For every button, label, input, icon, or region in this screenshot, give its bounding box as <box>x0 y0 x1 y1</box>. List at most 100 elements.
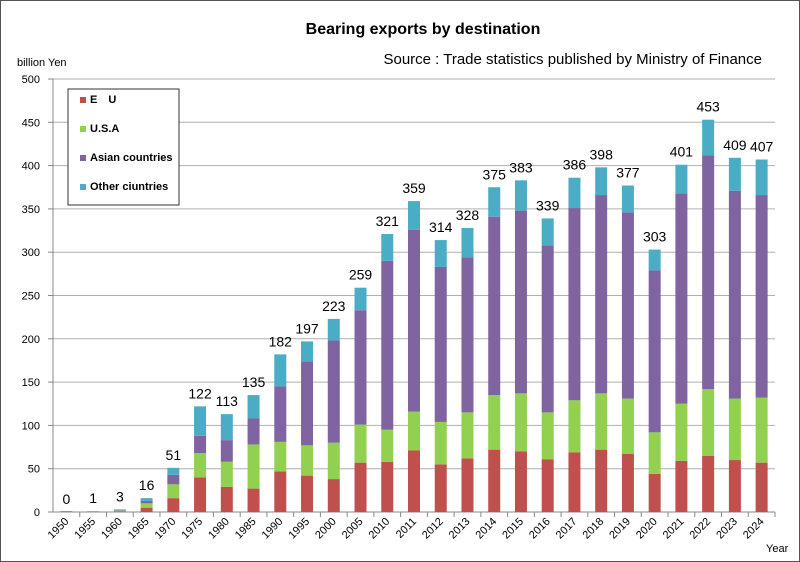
bar-segment <box>301 341 314 362</box>
bar-segment <box>702 155 715 390</box>
data-label: 339 <box>536 197 560 213</box>
legend: E U U.S.A Asian countries Other ciuntries <box>67 88 180 206</box>
bar-segment <box>648 270 661 433</box>
bar-segment <box>220 414 233 441</box>
chart-title: Bearing exports by destination <box>306 21 541 38</box>
y-tick-label: 100 <box>22 420 40 432</box>
x-tick-label: 2013 <box>447 516 473 542</box>
bar-segment <box>488 449 501 512</box>
data-label: 122 <box>188 385 212 401</box>
bar-segment <box>514 210 527 394</box>
bar-segment <box>381 260 394 430</box>
x-tick-label: 2011 <box>394 516 419 541</box>
legend-swatch <box>80 184 86 190</box>
legend-swatch <box>80 126 86 132</box>
bar-segment <box>140 498 153 501</box>
x-tick-label: 1960 <box>99 516 125 542</box>
bar-segment <box>541 245 554 413</box>
data-label: 182 <box>269 333 293 349</box>
y-tick-label: 350 <box>22 204 40 216</box>
x-tick-label: 2000 <box>313 516 339 542</box>
bar-segment <box>167 474 180 485</box>
bar-segment <box>220 461 233 487</box>
y-axis-label: billion Yen <box>17 57 67 69</box>
data-label: 398 <box>590 146 614 162</box>
x-tick-label: 2005 <box>340 516 366 542</box>
data-label: 401 <box>670 144 694 160</box>
bar-segment <box>621 185 634 213</box>
legend-label: Asian countries <box>90 152 173 164</box>
x-axis-label: Year <box>766 543 789 555</box>
bar-segment <box>728 398 741 461</box>
bar-segment <box>247 395 260 419</box>
bar-segment <box>408 229 420 412</box>
data-label: 453 <box>696 99 720 115</box>
x-tick-label: 2014 <box>474 516 500 542</box>
data-label: 375 <box>483 166 507 182</box>
bar-segment <box>247 418 260 445</box>
x-tick-label: 2016 <box>527 516 553 542</box>
data-label: 377 <box>616 165 640 181</box>
bar-segment <box>461 412 474 459</box>
bar-segment <box>167 498 180 512</box>
bar-segment <box>541 218 554 246</box>
bar-segment <box>434 240 447 267</box>
x-tick-label: 2017 <box>554 516 580 542</box>
x-tick-label: 2024 <box>741 516 767 542</box>
x-tick-label: 2019 <box>607 516 633 542</box>
bar-segment <box>381 429 394 462</box>
legend-label: U.S.A <box>90 123 119 135</box>
y-tick-label: 50 <box>28 464 40 476</box>
y-tick-label: 400 <box>22 161 40 173</box>
bar-segment <box>60 511 73 512</box>
bar-segment <box>434 266 447 422</box>
y-tick-label: 500 <box>22 74 40 86</box>
x-tick-label: 1970 <box>153 516 179 542</box>
bar-segment <box>755 195 768 398</box>
data-label: 0 <box>62 491 70 507</box>
bar-segment <box>301 475 314 512</box>
bar-segment <box>488 187 501 217</box>
x-tick-label: 1980 <box>206 516 232 542</box>
data-label: 259 <box>349 267 373 283</box>
bar-segment <box>595 167 608 196</box>
legend-swatch <box>80 155 86 161</box>
data-label: 409 <box>723 137 747 153</box>
y-tick-label: 300 <box>22 247 40 259</box>
bar-segment <box>327 340 340 443</box>
legend-label: Other ciuntries <box>90 181 168 193</box>
bar-segment <box>728 460 741 512</box>
bar-segment <box>541 459 554 512</box>
bar-segment <box>514 180 527 211</box>
data-label: 1 <box>89 490 97 506</box>
bar-segment <box>648 473 661 512</box>
bar-segment <box>488 216 501 396</box>
bar-segment <box>755 159 768 196</box>
x-tick-label: 2010 <box>367 516 393 542</box>
x-tick-label: 1965 <box>126 516 152 542</box>
data-label: 359 <box>402 180 426 196</box>
data-label: 223 <box>322 298 346 314</box>
bar-segment <box>301 445 314 476</box>
bar-segment <box>113 509 126 511</box>
bar-segment <box>381 461 394 512</box>
bar-segment <box>675 193 688 404</box>
data-label: 303 <box>643 229 667 245</box>
data-label: 321 <box>376 213 400 229</box>
x-tick-label: 1995 <box>286 516 312 542</box>
data-label: 16 <box>139 477 155 493</box>
data-label: 3 <box>116 488 124 504</box>
chart-subtitle: Source : Trade statistics published by M… <box>383 51 762 68</box>
data-label: 113 <box>216 393 239 409</box>
bar-segment <box>488 395 501 450</box>
bar-segment <box>194 406 207 436</box>
x-tick-label: 2022 <box>687 516 713 542</box>
data-label: 407 <box>750 139 774 155</box>
bar-segment <box>675 403 688 461</box>
bar-segment <box>461 458 474 512</box>
bar-segment <box>274 354 287 387</box>
bar-segment <box>648 249 661 271</box>
y-tick-label: 450 <box>22 117 40 129</box>
bar-segment <box>354 424 367 463</box>
bar-segment <box>595 393 608 450</box>
